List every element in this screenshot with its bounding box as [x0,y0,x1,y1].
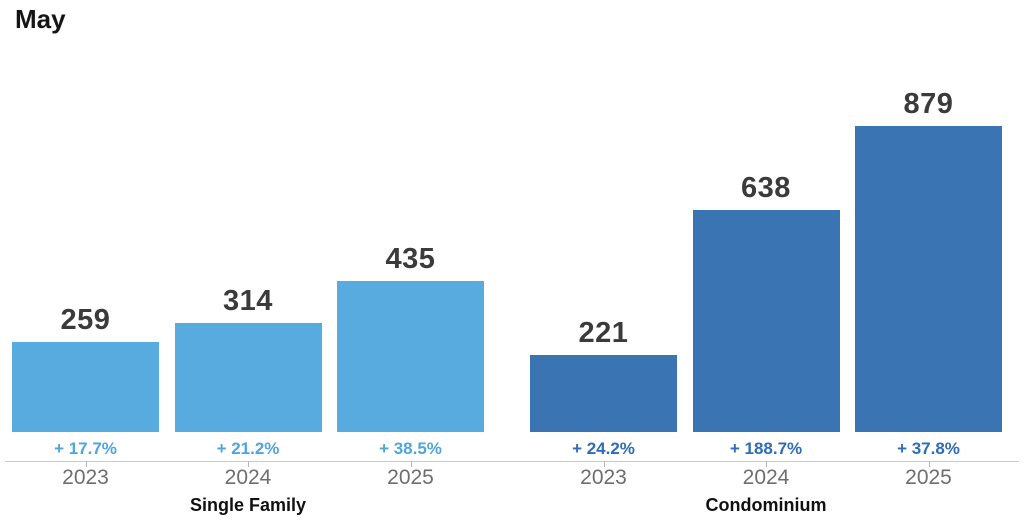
bar-value-label: 638 [741,172,791,204]
x-axis-tick [411,461,412,467]
bar-condominium-2023 [530,355,677,432]
x-axis-year-label: 2023 [580,466,627,489]
x-axis-tick [929,461,930,467]
bar-single-family-2023 [12,342,159,432]
pct-change-label: + 37.8% [897,439,960,458]
x-axis-tick [604,461,605,467]
bar-single-family-2025 [337,281,484,432]
x-axis-year-label: 2025 [387,466,434,489]
x-axis-tick [86,461,87,467]
pct-change-label: + 38.5% [379,439,442,458]
x-axis-year-label: 2024 [224,466,272,489]
pct-change-label: + 188.7% [729,439,803,458]
x-axis-tick [766,461,767,467]
x-axis-year-label: 2023 [62,466,109,489]
chart-title: May [15,4,66,34]
x-axis-year-label: 2024 [742,466,790,489]
bar-value-label: 314 [223,285,273,317]
x-axis-tick [248,461,249,467]
pct-change-label: + 24.2% [572,439,635,458]
bar-value-label: 221 [578,317,629,349]
bar-condominium-2025 [855,126,1002,432]
bar-value-label: 435 [385,243,436,275]
bar-condominium-2024 [692,210,840,432]
pct-change-label: + 21.2% [216,439,280,458]
bar-value-label: 259 [60,304,111,336]
pct-change-label: + 17.7% [54,439,117,458]
bar-single-family-2024 [174,323,322,432]
bar-value-label: 879 [903,88,954,120]
group-label-condominium: Condominium [705,495,827,515]
group-label-single-family: Single Family [189,495,307,515]
x-axis-year-label: 2025 [905,466,952,489]
x-axis-line [5,461,1019,462]
